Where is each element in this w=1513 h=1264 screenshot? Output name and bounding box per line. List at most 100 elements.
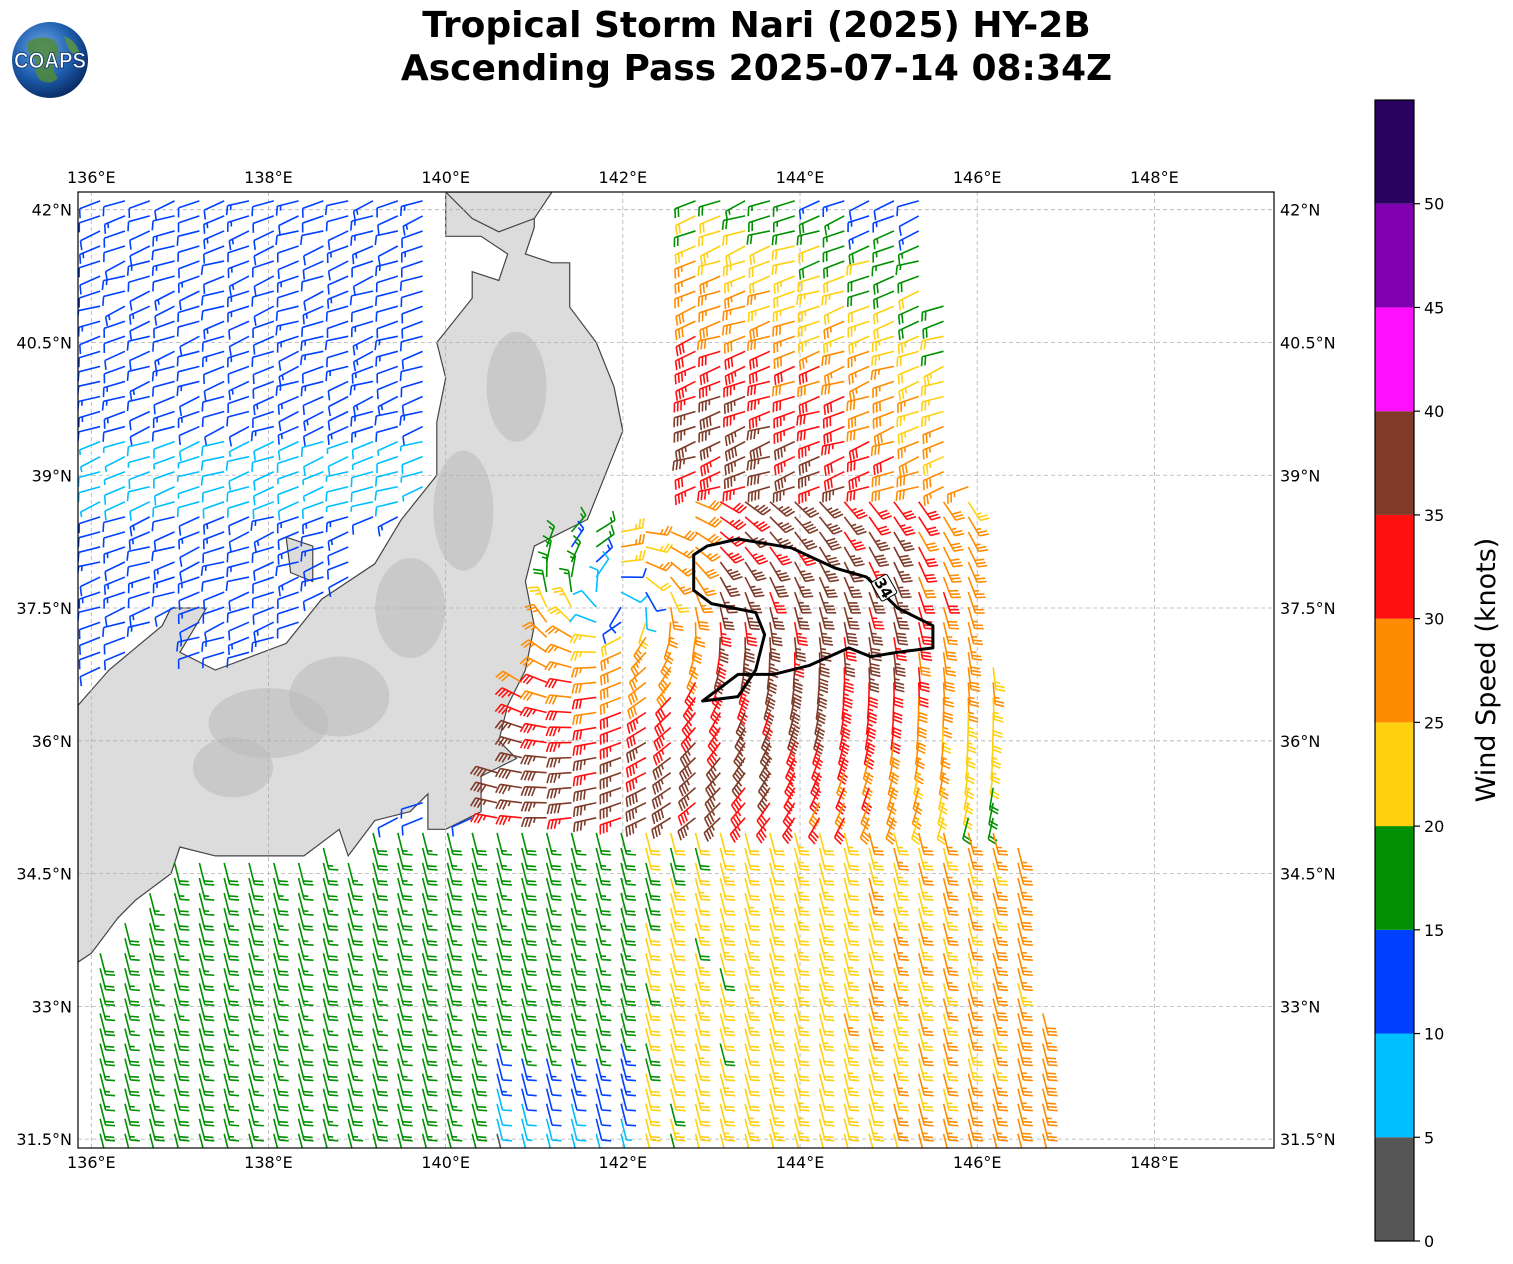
wind-barb: [967, 1028, 984, 1052]
wind-barb: [771, 230, 795, 246]
wind-barb: [494, 703, 523, 715]
wind-barb: [769, 1073, 785, 1097]
wind-barb: [347, 1118, 364, 1142]
wind-barb: [372, 892, 388, 916]
wind-barb: [992, 983, 1009, 1007]
wind-barb: [521, 1028, 537, 1052]
wind-barb: [173, 1028, 190, 1052]
wind-barb: [103, 335, 126, 353]
wind-barb: [818, 1028, 835, 1052]
wind-barb: [421, 832, 438, 856]
wind-barb: [399, 275, 423, 292]
wind-barb: [694, 1013, 711, 1037]
wind-barb: [421, 1088, 438, 1112]
wind-barb: [148, 1028, 165, 1052]
wind-barb: [868, 1133, 879, 1148]
wind-barb: [148, 1103, 165, 1127]
wind-barb: [769, 1043, 785, 1067]
wind-barb: [992, 968, 1009, 992]
wind-barb: [374, 410, 398, 426]
wind-barb: [843, 907, 860, 931]
terrain-shade: [486, 331, 547, 442]
wind-barb: [372, 983, 388, 1007]
wind-barb: [399, 335, 423, 352]
wind-barb: [124, 1118, 140, 1142]
wind-barb: [694, 606, 710, 631]
wind-barb: [807, 817, 821, 845]
wind-barb: [178, 531, 200, 550]
wind-barb: [377, 395, 399, 417]
wind-barb: [836, 757, 849, 785]
wind-barb: [103, 230, 126, 248]
wind-barb: [896, 470, 919, 488]
wind-barb: [322, 1133, 328, 1148]
wind-barb: [798, 215, 820, 235]
wind-barb: [223, 1013, 240, 1037]
wind-barb: [273, 1133, 279, 1148]
wind-barb: [248, 1043, 264, 1067]
wind-barb: [773, 425, 795, 444]
wind-barb: [675, 335, 696, 357]
lon-tick-label-bottom: 144°E: [776, 1153, 825, 1172]
wind-barb: [669, 892, 686, 916]
wind-barb: [796, 410, 820, 426]
wind-barb: [401, 305, 423, 324]
wind-barb: [198, 1133, 204, 1148]
wind-barb: [1017, 953, 1033, 977]
wind-barb: [302, 245, 324, 266]
wind-barb: [99, 1118, 116, 1142]
wind-barb: [421, 998, 438, 1022]
wind-barb: [625, 787, 647, 808]
wind-barb: [126, 485, 150, 502]
wind-barb: [570, 1103, 587, 1127]
wind-barb: [176, 230, 200, 246]
wind-barb: [372, 922, 388, 946]
wind-barb: [519, 722, 547, 734]
wind-barb: [126, 260, 150, 276]
wind-barb: [669, 983, 686, 1007]
wind-barb: [746, 335, 771, 351]
wind-barb: [278, 410, 299, 432]
wind-barb: [202, 606, 225, 624]
wind-barb: [544, 625, 572, 638]
wind-barb: [347, 968, 364, 992]
wind-barb: [202, 651, 225, 669]
wind-barb: [843, 516, 867, 536]
wind-barb: [868, 892, 885, 916]
wind-barb: [771, 260, 795, 276]
wind-barb: [893, 1103, 909, 1127]
wind-barb: [521, 983, 537, 1007]
wind-barb: [322, 877, 339, 901]
wind-barb: [599, 756, 622, 775]
wind-barb: [223, 892, 240, 916]
wind-barb: [129, 606, 151, 626]
wind-barb: [823, 275, 845, 294]
wind-barb: [494, 735, 523, 747]
wind-barb: [570, 1088, 587, 1112]
wind-barb: [227, 636, 250, 655]
wind-barb: [374, 501, 399, 517]
wind-barb: [471, 832, 488, 856]
wind-barb: [678, 787, 697, 812]
wind-barb: [570, 1118, 587, 1142]
wind-barb: [672, 455, 696, 471]
wind-barb: [694, 862, 711, 886]
terrain-shade: [289, 656, 390, 737]
wind-barb: [669, 1013, 686, 1037]
wind-barb: [297, 907, 314, 931]
wind-barb: [796, 290, 820, 306]
wind-barb: [79, 576, 101, 597]
wind-barb: [177, 260, 200, 279]
wind-barb: [694, 561, 720, 580]
wind-barb: [78, 290, 101, 308]
wind-barb: [769, 922, 785, 946]
hokkaido-land: [444, 192, 553, 233]
wind-barb: [744, 1088, 761, 1112]
map-title: Tropical Storm Nari (2025) HY-2B: [422, 5, 1091, 46]
wind-barb: [744, 1013, 761, 1037]
wind-barb: [327, 290, 349, 309]
wind-barb: [397, 938, 413, 962]
wind-barb: [204, 621, 225, 643]
wind-barb: [920, 380, 944, 397]
wind-barb: [402, 486, 423, 502]
